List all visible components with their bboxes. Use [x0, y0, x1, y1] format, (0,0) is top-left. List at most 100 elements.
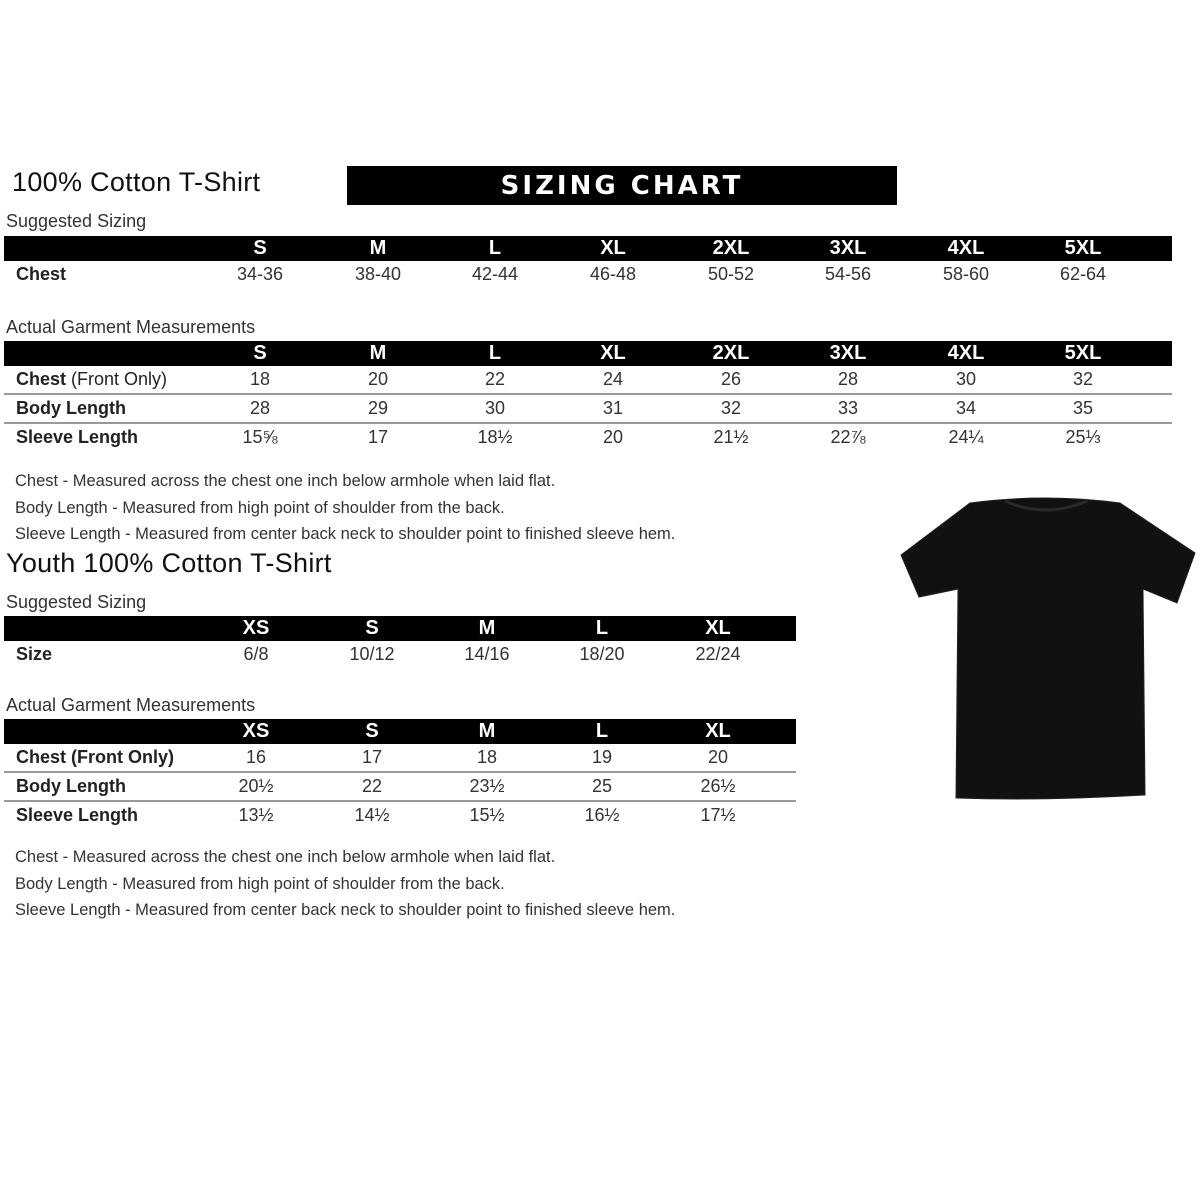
row-label: Sleeve Length — [16, 805, 138, 826]
cell-value: 17 — [367, 427, 389, 447]
cell-value: 22⅞ — [830, 427, 866, 447]
size-header: L — [488, 237, 502, 259]
black-tshirt-icon — [900, 497, 1196, 800]
cell-value: 25 — [591, 776, 613, 796]
cell-value: 21½ — [713, 427, 749, 447]
size-header: XS — [242, 617, 270, 639]
row-label-text: Chest — [16, 369, 67, 389]
adult-notes: Chest - Measured across the chest one in… — [15, 468, 675, 548]
cell-value: 22 — [361, 776, 383, 796]
cell-value: 26½ — [700, 776, 736, 796]
size-header: 5XL — [1064, 237, 1102, 259]
row-label: Chest — [16, 264, 66, 285]
adult-title: 100% Cotton T-Shirt — [12, 167, 261, 197]
youth-actual-table: XS S M L XL Chest (Front Only) 16 17 18 19 20 Body … — [4, 719, 796, 829]
table-header-row: S M L XL 2XL 3XL 4XL 5XL — [4, 236, 1172, 261]
size-header: S — [365, 720, 379, 742]
cell-value: 35 — [1072, 398, 1094, 418]
cell-value: 32 — [720, 398, 742, 418]
cell-value: 54-56 — [824, 264, 872, 284]
cell-value: 24 — [602, 369, 624, 389]
cell-value: 28 — [249, 398, 271, 418]
youth-title: Youth 100% Cotton T-Shirt — [6, 548, 332, 578]
cell-value: 6/8 — [243, 644, 269, 664]
cell-value: 16½ — [584, 805, 620, 825]
size-header: XS — [242, 720, 270, 742]
cell-value: 22/24 — [695, 644, 741, 664]
cell-value: 38-40 — [354, 264, 402, 284]
row-label-text: Body Length — [16, 776, 126, 796]
row-label: Chest (Front Only) — [16, 747, 174, 768]
cell-value: 18 — [249, 369, 271, 389]
table-row: Body Length 20½ 22 23½ 25 26½ — [4, 773, 796, 802]
note-line: Sleeve Length - Measured from center bac… — [15, 901, 676, 919]
cell-value: 20 — [367, 369, 389, 389]
size-header: 5XL — [1064, 342, 1102, 364]
cell-value: 62-64 — [1059, 264, 1107, 284]
cell-value: 34-36 — [236, 264, 284, 284]
cell-value: 16 — [245, 747, 267, 767]
cell-value: 18 — [476, 747, 498, 767]
adult-actual-table: S M L XL 2XL 3XL 4XL 5XL Chest (Front Only) 18 20 2… — [4, 341, 1172, 451]
note-line: Body Length - Measured from high point o… — [15, 874, 505, 893]
cell-value: 15⅝ — [242, 427, 278, 447]
row-label-text: Chest (Front Only) — [16, 747, 174, 767]
size-header: M — [369, 342, 387, 364]
row-label-extra: (Front Only) — [66, 369, 168, 389]
cell-value: 31 — [602, 398, 624, 418]
size-header: L — [488, 342, 502, 364]
cell-value: 22 — [484, 369, 506, 389]
table-row: Sleeve Length 15⅝ 17 18½ 20 21½ 22⅞ 24¼ 25⅓ — [4, 424, 1172, 451]
size-header: 4XL — [947, 237, 985, 259]
table-header-row: XS S M L XL — [4, 719, 796, 744]
cell-value: 30 — [484, 398, 506, 418]
row-label-text: Body Length — [16, 398, 126, 418]
size-header: 3XL — [829, 237, 867, 259]
cell-value: 14½ — [354, 805, 390, 825]
size-header: XL — [600, 342, 626, 364]
size-header: M — [478, 617, 496, 639]
cell-value: 25⅓ — [1065, 427, 1101, 447]
table-header-row: S M L XL 2XL 3XL 4XL 5XL — [4, 341, 1172, 366]
row-label-text: Sleeve Length — [16, 427, 139, 447]
size-header: M — [369, 237, 387, 259]
row-label: Size — [16, 644, 52, 665]
row-label: Body Length — [16, 776, 126, 797]
size-header: L — [595, 617, 609, 639]
size-header: XL — [705, 617, 731, 639]
cell-value: 17½ — [700, 805, 736, 825]
size-header: 2XL — [712, 237, 750, 259]
youth-suggested-table: XS S M L XL Size 6/8 10/12 14/16 18/20 22/24 — [4, 616, 796, 668]
row-label-text: Sleeve Length — [16, 805, 139, 825]
cell-value: 14/16 — [464, 644, 510, 664]
cell-value: 20½ — [238, 776, 274, 796]
youth-actual-label: Actual Garment Measurements — [6, 695, 256, 715]
adult-suggested-label: Suggested Sizing — [6, 211, 147, 231]
cell-value: 26 — [720, 369, 742, 389]
note-line: Chest - Measured across the chest one in… — [15, 472, 556, 490]
size-header: 4XL — [947, 342, 985, 364]
cell-value: 18/20 — [579, 644, 625, 664]
table-row: Sleeve Length 13½ 14½ 15½ 16½ 17½ — [4, 802, 796, 829]
cell-value: 33 — [837, 398, 859, 418]
sizing-chart-banner: SIZING CHART — [347, 166, 897, 205]
note-line: Body Length - Measured from high point o… — [15, 498, 505, 517]
table-row: Body Length 28 29 30 31 32 33 34 35 — [4, 395, 1172, 424]
cell-value: 32 — [1072, 369, 1094, 389]
size-header: XL — [705, 720, 731, 742]
row-label: Sleeve Length — [16, 427, 138, 448]
cell-value: 10/12 — [349, 644, 395, 664]
cell-value: 23½ — [469, 776, 505, 796]
youth-suggested-label: Suggested Sizing — [6, 592, 147, 612]
size-header: XL — [600, 237, 626, 259]
cell-value: 46-48 — [589, 264, 637, 284]
cell-value: 17 — [361, 747, 383, 767]
size-header: 2XL — [712, 342, 750, 364]
note-line: Sleeve Length - Measured from center bac… — [15, 525, 676, 543]
cell-value: 15½ — [469, 805, 505, 825]
cell-value: 20 — [707, 747, 729, 767]
cell-value: 18½ — [477, 427, 513, 447]
adult-suggested-table: S M L XL 2XL 3XL 4XL 5XL Chest 34-36 38-40 42-44 46-… — [4, 236, 1172, 288]
size-header: 3XL — [829, 342, 867, 364]
row-label: Chest (Front Only) — [16, 369, 167, 390]
